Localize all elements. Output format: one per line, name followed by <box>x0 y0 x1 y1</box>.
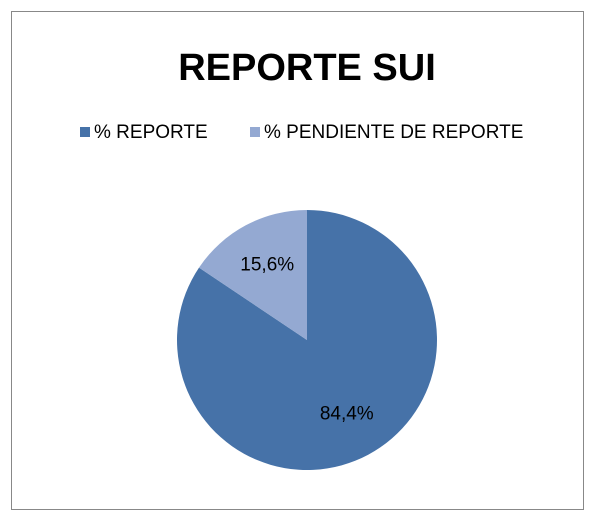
chart-title: REPORTE SUI <box>178 47 436 89</box>
data-label: 15,6% <box>240 254 294 275</box>
legend-label: % REPORTE <box>94 122 208 143</box>
pie-slice <box>199 210 307 340</box>
legend-swatch <box>250 127 260 137</box>
legend-label: % PENDIENTE DE REPORTE <box>264 122 523 143</box>
legend-swatch <box>80 127 90 137</box>
data-label: 84,4% <box>320 404 374 425</box>
